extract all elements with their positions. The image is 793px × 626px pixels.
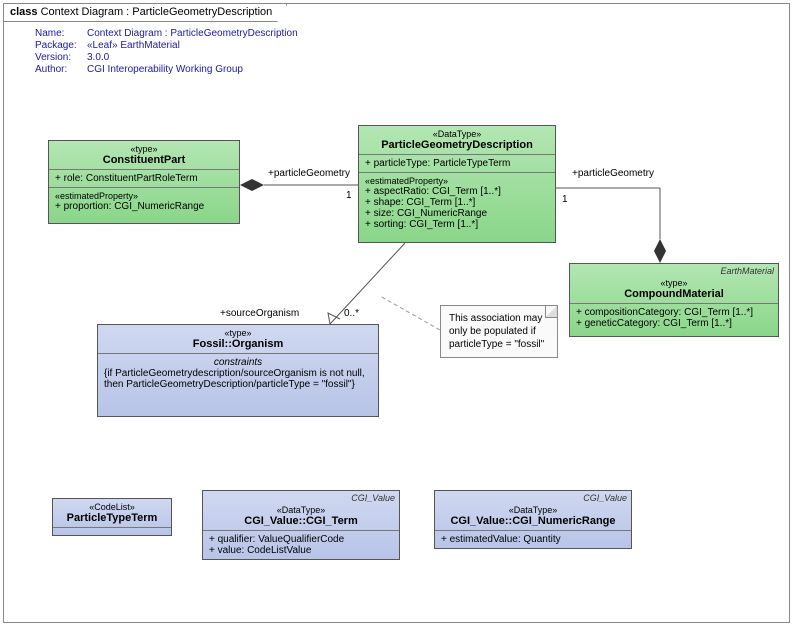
attribute-row: compositionCategory: CGI_Term [1..*] xyxy=(576,307,772,318)
stereotype-label: «type» xyxy=(55,144,233,154)
attribute-row: shape: CGI_Term [1..*] xyxy=(365,197,549,208)
class-box-pgd: «DataType»ParticleGeometryDescription par… xyxy=(358,125,556,243)
package-corner-label: EarthMaterial xyxy=(720,266,774,276)
class-section: estimatedValue: Quantity xyxy=(435,531,631,548)
frame-title: Context Diagram : ParticleGeometryDescri… xyxy=(41,6,273,18)
class-name: CGI_Value::CGI_NumericRange xyxy=(441,515,625,527)
meta-label-0: Name: xyxy=(35,28,87,39)
frame-title-tab: class Context Diagram : ParticleGeometry… xyxy=(4,4,287,22)
section-stereotype: «estimatedProperty» xyxy=(365,176,549,186)
attribute-row: aspectRatio: CGI_Term [1..*] xyxy=(365,186,549,197)
meta-value-3: CGI Interoperability Working Group xyxy=(87,64,243,75)
class-header: «type»Fossil::Organism xyxy=(98,325,378,354)
note-fold-icon xyxy=(545,306,557,318)
class-name: Fossil::Organism xyxy=(104,338,372,350)
class-box-compound: EarthMaterial «type»CompoundMaterial compo… xyxy=(569,263,779,337)
edge-mult-1: 1 xyxy=(346,190,352,201)
class-name: ConstituentPart xyxy=(55,154,233,166)
class-section: role: ConstituentPartRoleTerm xyxy=(49,170,239,188)
meta-value-1: «Leaf» EarthMaterial xyxy=(87,40,180,51)
stereotype-label: «CodeList» xyxy=(59,502,165,512)
attribute-row: sorting: CGI_Term [1..*] xyxy=(365,219,549,230)
class-name: CompoundMaterial xyxy=(576,288,772,300)
edge-label-sourceorganism: +sourceOrganism xyxy=(220,308,299,319)
attribute-row: geneticCategory: CGI_Term [1..*] xyxy=(576,318,772,329)
attribute-row: proportion: CGI_NumericRange xyxy=(55,201,233,212)
meta-block: Name:Context Diagram : ParticleGeometryD… xyxy=(35,28,298,76)
class-section: constraints{if ParticleGeometrydescripti… xyxy=(98,354,378,393)
attribute-row: estimatedValue: Quantity xyxy=(441,534,625,545)
edge-mult-2: 1 xyxy=(562,194,568,205)
package-corner-label: CGI_Value xyxy=(583,493,627,503)
attribute-row: value: CodeListValue xyxy=(209,545,393,556)
meta-value-2: 3.0.0 xyxy=(87,52,109,63)
class-name: CGI_Value::CGI_Term xyxy=(209,515,393,527)
stereotype-label: «DataType» xyxy=(209,505,393,515)
stereotype-label: «type» xyxy=(576,278,772,288)
class-box-cgiNum: CGI_Value«DataType»CGI_Value::CGI_Numeri… xyxy=(434,490,632,549)
edge-mult-3: 0..* xyxy=(344,308,359,319)
class-box-cgiTerm: CGI_Value«DataType»CGI_Value::CGI_Termqu… xyxy=(202,490,400,560)
class-header: «type»ConstituentPart xyxy=(49,141,239,170)
attribute-row: qualifier: ValueQualifierCode xyxy=(209,534,393,545)
class-section: qualifier: ValueQualifierCodevalue: Code… xyxy=(203,531,399,559)
note-text: This association may only be populated i… xyxy=(449,313,544,350)
class-section: particleType: ParticleTypeTerm xyxy=(359,155,555,173)
frame-prefix: class xyxy=(10,6,41,18)
class-section: «estimatedProperty»proportion: CGI_Numer… xyxy=(49,188,239,215)
edge-label-particlegeometry-1: +particleGeometry xyxy=(268,168,350,179)
constraints-heading: constraints xyxy=(104,357,372,368)
package-corner-label: CGI_Value xyxy=(351,493,395,503)
stereotype-label: «type» xyxy=(104,328,372,338)
attribute-row: size: CGI_NumericRange xyxy=(365,208,549,219)
class-name: ParticleTypeTerm xyxy=(59,512,165,524)
class-header: «DataType»ParticleGeometryDescription xyxy=(359,126,555,155)
attribute-row: particleType: ParticleTypeTerm xyxy=(365,158,549,169)
section-stereotype: «estimatedProperty» xyxy=(55,191,233,201)
constraint-text: {if ParticleGeometrydescription/sourceOr… xyxy=(104,368,372,390)
meta-label-1: Package: xyxy=(35,40,87,51)
class-box-organism: «type»Fossil::Organismconstraints{if Par… xyxy=(97,324,379,417)
class-header: «CodeList»ParticleTypeTerm xyxy=(53,499,171,528)
attribute-row: role: ConstituentPartRoleTerm xyxy=(55,173,233,184)
note-fossil-constraint: This association may only be populated i… xyxy=(440,305,558,358)
meta-label-3: Author: xyxy=(35,64,87,75)
meta-value-0: Context Diagram : ParticleGeometryDescri… xyxy=(87,28,298,39)
meta-label-2: Version: xyxy=(35,52,87,63)
edge-label-particlegeometry-2: +particleGeometry xyxy=(572,168,654,179)
stereotype-label: «DataType» xyxy=(365,129,549,139)
class-box-ptt: «CodeList»ParticleTypeTerm xyxy=(52,498,172,536)
class-name: ParticleGeometryDescription xyxy=(365,139,549,151)
class-section: compositionCategory: CGI_Term [1..*]gene… xyxy=(570,304,778,332)
stereotype-label: «DataType» xyxy=(441,505,625,515)
class-box-constituentPart: «type»ConstituentPart role: ConstituentPa… xyxy=(48,140,240,224)
class-section: «estimatedProperty»aspectRatio: CGI_Term… xyxy=(359,173,555,233)
